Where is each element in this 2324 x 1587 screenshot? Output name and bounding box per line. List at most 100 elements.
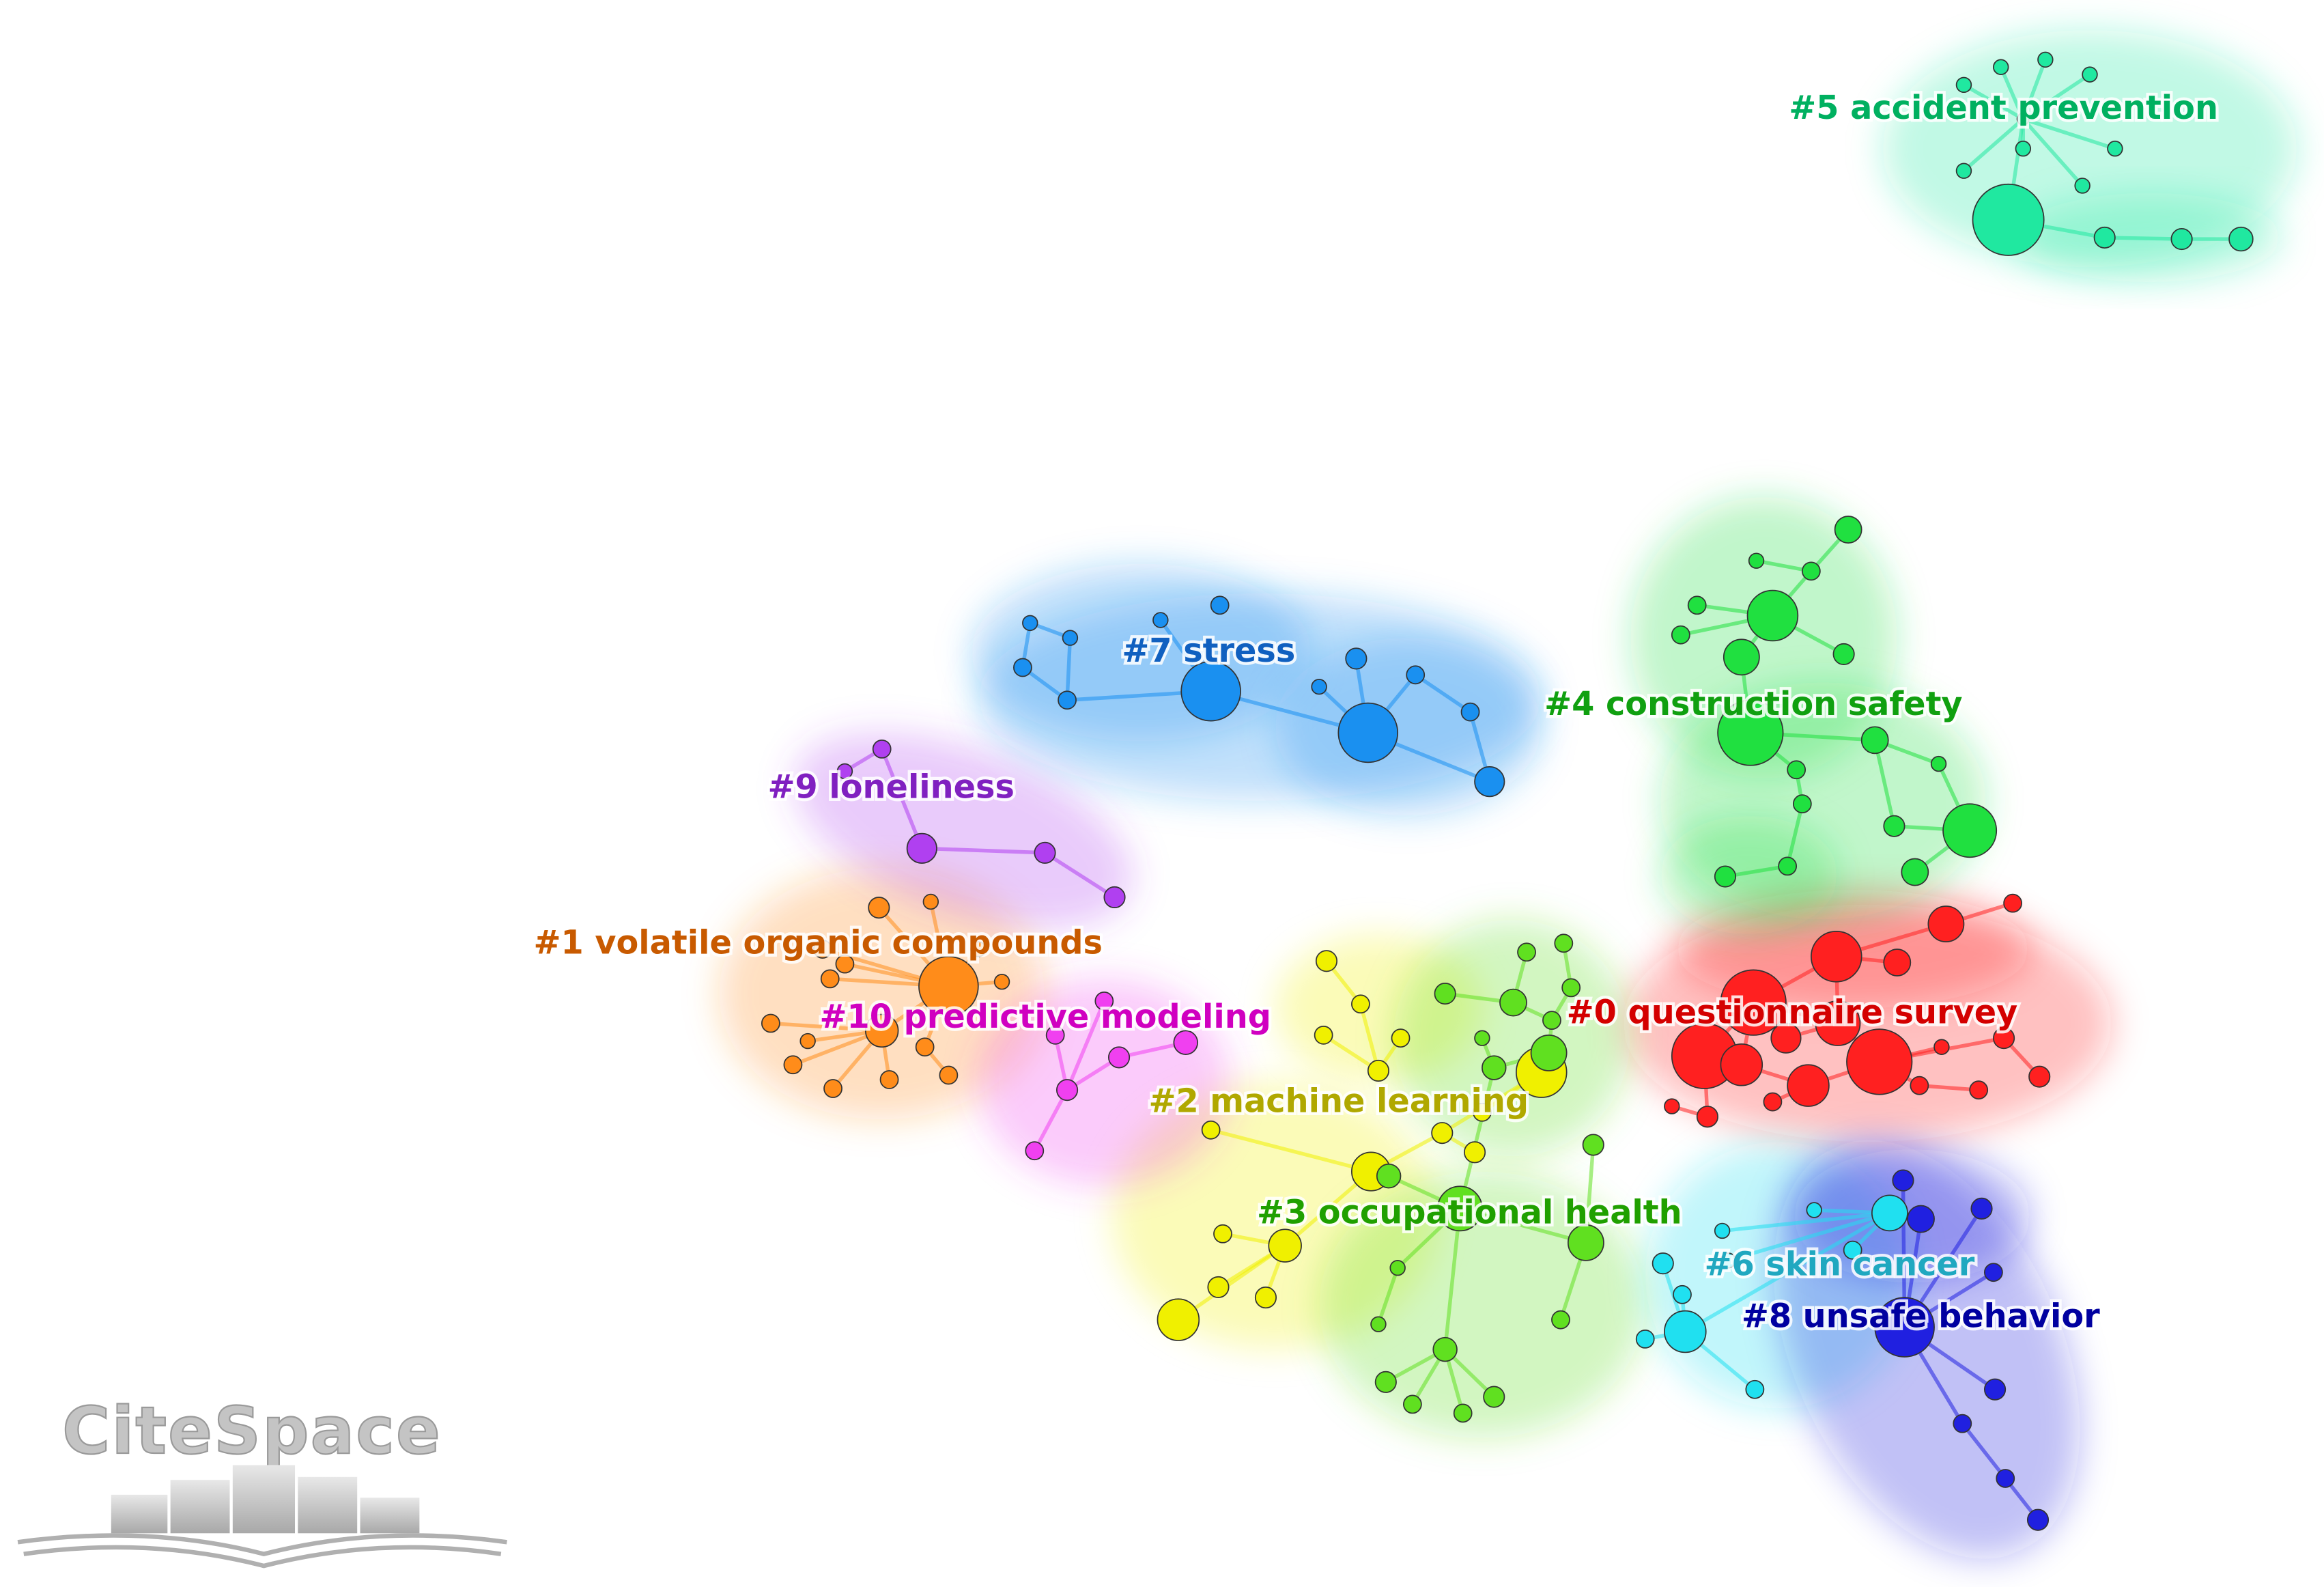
cluster-label: #10 predictive modeling (820, 998, 1271, 1036)
link (1458, 1067, 1496, 1209)
node (836, 763, 853, 780)
link (1727, 1211, 1890, 1263)
link (1962, 117, 2025, 173)
logo-bar (360, 1498, 420, 1534)
node (1927, 905, 1965, 942)
node (1045, 1025, 1065, 1045)
node (872, 739, 892, 759)
node (1933, 1039, 1950, 1055)
cluster-label: #4 construction safety (1544, 686, 1962, 723)
node (1983, 1378, 2007, 1401)
link (770, 1021, 882, 1033)
node (1955, 163, 1972, 179)
logo-bar (298, 1476, 358, 1534)
node (1815, 1000, 1861, 1046)
link (1961, 1422, 2007, 1480)
node (1499, 988, 1527, 1017)
link (1785, 803, 1804, 867)
link (2022, 72, 2091, 121)
node (2015, 140, 2032, 157)
node (2170, 228, 2193, 251)
link (1919, 1083, 1979, 1092)
node (1778, 856, 1798, 876)
cluster-labels: #0 questionnaire survey #1 volatile organ… (530, 87, 2221, 1338)
node (1314, 1025, 1333, 1045)
node (820, 969, 840, 989)
node (1517, 942, 1536, 962)
node (1210, 595, 1230, 615)
node (1434, 983, 1456, 1005)
node (1473, 1102, 1492, 1122)
link (2021, 59, 2047, 120)
node (1062, 630, 1079, 646)
node (1843, 1240, 1862, 1260)
cluster-label: #7 stress (1122, 632, 1295, 670)
node (2037, 51, 2054, 68)
cluster-label: #9 loneliness (768, 769, 1015, 806)
node (2028, 1065, 2051, 1088)
node (1022, 615, 1038, 632)
node (970, 941, 987, 957)
node (1910, 1076, 1929, 1095)
node (1673, 1284, 1692, 1304)
node (1474, 1030, 1490, 1046)
node (1376, 1163, 1402, 1189)
link (1414, 673, 1472, 714)
node (1652, 1252, 1674, 1275)
nodes (761, 51, 2254, 1531)
node (1860, 726, 1889, 755)
node (915, 1037, 935, 1057)
node (1806, 1202, 1822, 1218)
node (1432, 1336, 1458, 1362)
node (1745, 1379, 1765, 1399)
node (1801, 561, 1821, 581)
cluster-label: #6 skin cancer (1705, 1246, 1975, 1284)
node (1180, 660, 1241, 722)
node (1345, 647, 1368, 670)
node (1955, 76, 1972, 94)
node (1374, 1371, 1397, 1393)
node (1201, 1120, 1221, 1140)
node (1058, 690, 1077, 710)
cluster-label: #8 unsafe behavior (1742, 1298, 2100, 1336)
node (1107, 1046, 1131, 1069)
node (1254, 1287, 1277, 1309)
node (1582, 1134, 1604, 1156)
node (1436, 1185, 1483, 1232)
node (1787, 1064, 1830, 1107)
node (1152, 612, 1169, 628)
node (1714, 865, 1737, 888)
node (1463, 1141, 1486, 1164)
node (2228, 226, 2254, 252)
node (1714, 1222, 1731, 1239)
link (1065, 637, 1073, 701)
node (1337, 702, 1399, 763)
cluster-area (718, 867, 1045, 1120)
link (1684, 1211, 1891, 1334)
link (1963, 83, 2024, 121)
node (1993, 1027, 2015, 1050)
link (1210, 1128, 1372, 1174)
node (1402, 1394, 1422, 1414)
node (1930, 755, 1947, 772)
node (761, 1013, 780, 1033)
node (2016, 112, 2030, 126)
cluster-area (1660, 815, 1838, 935)
node (1034, 841, 1056, 864)
link (1873, 740, 1897, 827)
node (1901, 858, 1929, 886)
node (1551, 1310, 1570, 1330)
node (1832, 643, 1855, 665)
link (1044, 851, 1116, 899)
node (1351, 994, 1370, 1014)
node (864, 1013, 899, 1048)
node (2093, 226, 2116, 249)
logo: CiteSpace (17, 1392, 507, 1569)
node (1871, 1194, 1908, 1232)
node (812, 940, 832, 959)
node (1874, 1297, 1935, 1358)
node (835, 954, 855, 974)
node (1723, 638, 1760, 676)
node (1542, 1011, 1561, 1030)
